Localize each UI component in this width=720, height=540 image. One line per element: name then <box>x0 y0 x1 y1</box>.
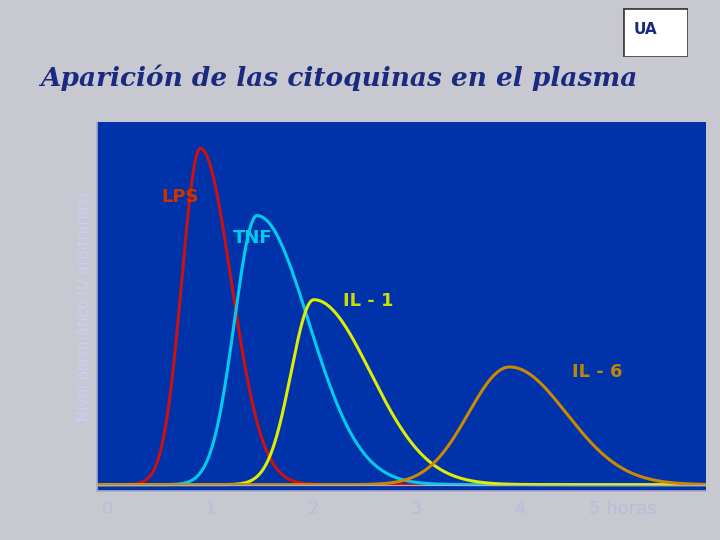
Text: Aparición de las citoquinas en el plasma: Aparición de las citoquinas en el plasma <box>40 65 637 91</box>
Text: IL - 6: IL - 6 <box>572 363 622 381</box>
Text: TNF: TNF <box>233 228 273 247</box>
Text: IL - 1: IL - 1 <box>343 293 393 310</box>
Text: UA: UA <box>634 23 657 37</box>
Text: LPS: LPS <box>161 188 199 206</box>
Y-axis label: Nivel plasmático (U arbitrarias): Nivel plasmático (U arbitrarias) <box>76 192 91 421</box>
